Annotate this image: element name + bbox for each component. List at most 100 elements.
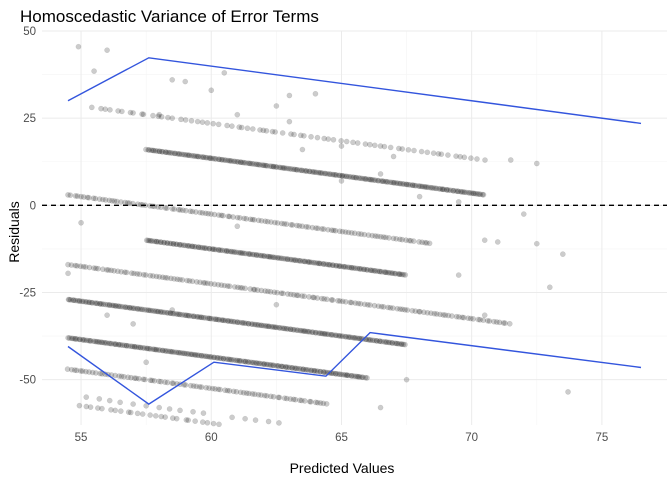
residual-point bbox=[132, 343, 138, 350]
residual-point bbox=[65, 192, 71, 198]
residual-point bbox=[259, 360, 265, 367]
residual-point bbox=[285, 256, 291, 263]
residual-point bbox=[494, 239, 501, 245]
residual-point bbox=[288, 221, 294, 228]
residual-point bbox=[417, 308, 423, 315]
residual-point bbox=[185, 417, 192, 424]
residual-point bbox=[238, 124, 245, 131]
residual-point bbox=[219, 247, 226, 254]
residual-point bbox=[299, 223, 306, 230]
residual-point bbox=[305, 367, 312, 373]
residual-point bbox=[244, 125, 251, 132]
residual-point bbox=[347, 299, 353, 306]
residual-point bbox=[261, 253, 268, 259]
residual-point bbox=[198, 352, 204, 359]
residual-point bbox=[140, 376, 147, 383]
residual-point bbox=[258, 392, 264, 398]
residual-point bbox=[263, 162, 269, 169]
residual-point bbox=[338, 371, 345, 378]
residual-point bbox=[74, 262, 80, 269]
residual-point bbox=[106, 302, 113, 308]
residual-point bbox=[458, 188, 465, 195]
residual-point bbox=[135, 305, 141, 312]
residual-point bbox=[251, 161, 257, 167]
residual-point bbox=[286, 364, 293, 371]
residual-point bbox=[335, 332, 342, 339]
residual-point bbox=[461, 314, 467, 321]
residual-point bbox=[383, 178, 390, 185]
residual-point bbox=[158, 413, 165, 420]
residual-point bbox=[102, 197, 109, 203]
residual-point bbox=[77, 263, 84, 270]
residual-point bbox=[302, 366, 309, 373]
residual-point bbox=[285, 165, 292, 172]
residual-point bbox=[336, 263, 342, 269]
residual-point bbox=[327, 171, 334, 178]
residual-point bbox=[463, 189, 470, 196]
residual-point bbox=[324, 296, 330, 303]
residual-point bbox=[385, 179, 391, 185]
residual-point bbox=[182, 242, 188, 249]
residual-point bbox=[328, 297, 335, 303]
residual-point bbox=[127, 109, 134, 116]
residual-point bbox=[343, 372, 350, 378]
residual-point bbox=[290, 257, 297, 263]
residual-point bbox=[184, 350, 190, 357]
residual-point bbox=[199, 119, 206, 126]
residual-point bbox=[168, 275, 174, 282]
residual-point bbox=[97, 370, 103, 377]
residual-point bbox=[280, 290, 286, 297]
residual-point bbox=[480, 191, 487, 198]
x-tick-label: 55 bbox=[75, 432, 88, 444]
residual-point bbox=[455, 272, 462, 278]
residual-point bbox=[423, 184, 430, 190]
residual-point bbox=[163, 309, 170, 316]
trend-lines bbox=[67, 57, 642, 405]
residual-point bbox=[328, 331, 335, 338]
residual-point bbox=[484, 317, 491, 324]
residual-point bbox=[112, 341, 119, 348]
residual-point bbox=[222, 387, 228, 394]
residual-point bbox=[78, 193, 84, 200]
residual-point bbox=[491, 318, 497, 325]
residual-point bbox=[352, 300, 359, 306]
residual-point bbox=[394, 180, 401, 187]
residual-point bbox=[373, 337, 380, 344]
residual-point bbox=[217, 386, 224, 393]
residual-point bbox=[160, 239, 167, 246]
residual-point bbox=[275, 394, 282, 401]
residual-point bbox=[382, 339, 389, 345]
residual-point bbox=[278, 220, 285, 227]
residual-point bbox=[122, 304, 129, 311]
residual-point bbox=[65, 261, 71, 268]
residual-point bbox=[274, 220, 281, 226]
residual-point bbox=[142, 202, 149, 209]
residual-point bbox=[146, 345, 153, 352]
residual-point bbox=[457, 153, 464, 160]
residual-point bbox=[481, 237, 488, 244]
residual-point bbox=[82, 337, 88, 343]
residual-point bbox=[437, 311, 443, 318]
residual-point bbox=[381, 143, 388, 150]
residual-point bbox=[154, 148, 161, 154]
residual-point bbox=[317, 169, 323, 176]
residual-point bbox=[185, 312, 192, 319]
residual-point bbox=[216, 247, 223, 253]
residual-point bbox=[164, 149, 171, 156]
residual-point bbox=[210, 155, 216, 162]
residual-point bbox=[472, 190, 479, 197]
residual-point bbox=[139, 306, 146, 313]
residual-point bbox=[226, 387, 233, 394]
residual-point bbox=[117, 303, 124, 310]
residual-point bbox=[272, 324, 279, 331]
residual-point bbox=[208, 155, 215, 162]
residual-point bbox=[296, 365, 303, 372]
residual-point bbox=[241, 320, 248, 326]
residual-point bbox=[378, 338, 385, 345]
residual-point bbox=[222, 317, 229, 324]
residual-point bbox=[444, 187, 451, 193]
residual-point bbox=[230, 318, 237, 325]
residual-point bbox=[216, 421, 222, 428]
residual-point bbox=[267, 254, 274, 260]
residual-point bbox=[289, 222, 296, 228]
